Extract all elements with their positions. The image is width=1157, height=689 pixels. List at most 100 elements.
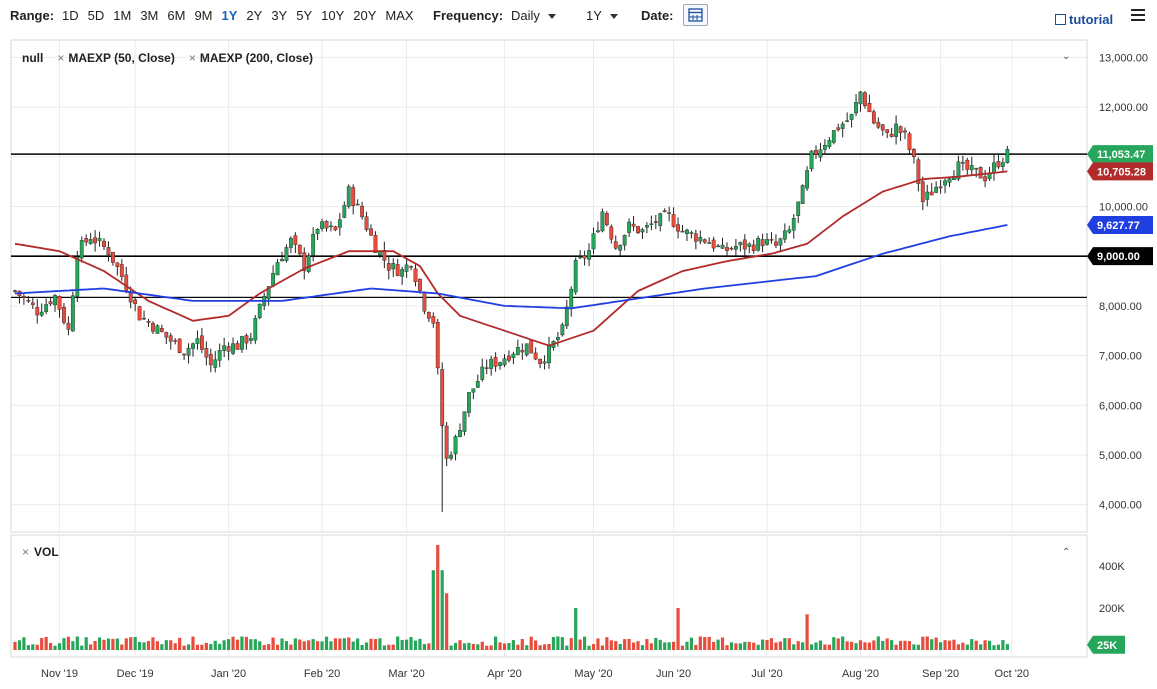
candle-body — [529, 340, 534, 354]
chevron-down-icon[interactable]: ⌄ — [1062, 51, 1071, 62]
candle-body — [226, 346, 231, 352]
range-button-2y[interactable]: 2Y — [246, 8, 263, 23]
volume-bar — [783, 638, 787, 650]
range-button-10y[interactable]: 10Y — [321, 8, 345, 23]
volume-bar — [22, 637, 26, 650]
range-button-6m[interactable]: 6M — [167, 8, 186, 23]
volume-tick-label: 200K — [1099, 603, 1125, 615]
candle-body — [903, 130, 907, 133]
range-button-max[interactable]: MAX — [385, 8, 414, 23]
candle-body — [22, 296, 26, 298]
candle-body — [110, 251, 115, 263]
candle-body — [983, 176, 988, 182]
volume-bar — [939, 642, 943, 650]
volume-bar — [587, 645, 591, 650]
volume-bar — [182, 645, 186, 650]
range-button-5d[interactable]: 5D — [87, 8, 105, 23]
volume-bar — [40, 638, 44, 650]
candle-body — [507, 355, 511, 361]
range-button-20y[interactable]: 20Y — [353, 8, 377, 23]
candle-body — [613, 241, 618, 249]
volume-bar — [146, 641, 151, 650]
volume-bar — [405, 639, 409, 650]
candle-body — [458, 430, 462, 437]
candle-body — [231, 343, 235, 354]
frequency-select[interactable]: Daily — [511, 8, 556, 23]
volume-bar — [436, 545, 440, 650]
range-button-3y[interactable]: 3Y — [271, 8, 288, 23]
price-tag-label: 9,000.00 — [1097, 251, 1140, 263]
volume-bar — [329, 641, 333, 650]
volume-bar — [453, 642, 458, 650]
close-icon[interactable]: × — [188, 51, 196, 65]
volume-bar — [66, 636, 70, 650]
volume-bar — [765, 639, 769, 650]
volume-bar — [373, 639, 378, 650]
candle-body — [369, 228, 373, 236]
volume-bar — [458, 640, 462, 650]
volume-bar — [324, 636, 329, 650]
volume-bar — [124, 638, 128, 650]
candle-body — [217, 350, 222, 361]
period-select[interactable]: 1Y — [586, 8, 618, 23]
volume-bar — [511, 640, 515, 650]
candle-body — [351, 187, 356, 206]
range-button-1m[interactable]: 1M — [113, 8, 132, 23]
close-icon[interactable]: × — [22, 545, 30, 559]
candle-body — [128, 292, 133, 303]
volume-bar — [689, 637, 693, 650]
candle-body — [391, 263, 396, 270]
volume-bar — [249, 639, 253, 650]
menu-icon[interactable] — [1131, 9, 1145, 23]
candle-body — [355, 203, 360, 206]
candle-body — [26, 300, 31, 302]
axes: 13,000.0012,000.0011,000.0010,000.009,00… — [41, 52, 1148, 680]
range-button-3m[interactable]: 3M — [140, 8, 159, 23]
candle-body — [155, 325, 160, 334]
candle-body — [965, 159, 970, 170]
candle-body — [35, 307, 40, 316]
volume-bar — [440, 570, 444, 650]
range-button-5y[interactable]: 5Y — [296, 8, 313, 23]
candle-body — [1001, 162, 1005, 167]
volume-bar — [894, 644, 898, 650]
candle-body — [925, 191, 930, 200]
volume-bar — [369, 638, 373, 650]
range-button-1d[interactable]: 1D — [62, 8, 79, 23]
candle-body — [444, 425, 449, 459]
tutorial-link[interactable]: tutorial — [1055, 12, 1113, 27]
candle-body — [800, 185, 805, 204]
volume-bar — [178, 637, 182, 650]
candle-body — [208, 354, 213, 366]
volume-tag-label: 25K — [1097, 640, 1117, 652]
candle-body — [622, 235, 627, 246]
volume-bar — [712, 641, 716, 650]
range-button-9m[interactable]: 9M — [194, 8, 213, 23]
volume-bar — [649, 643, 653, 650]
candle-body — [515, 347, 520, 355]
candle-body — [106, 247, 111, 256]
price-tag-label: 11,053.47 — [1097, 149, 1145, 161]
chevron-down-icon — [609, 14, 618, 20]
volume-bar — [138, 641, 142, 650]
range-button-1y[interactable]: 1Y — [221, 8, 238, 23]
candle-body — [333, 226, 338, 231]
volume-bar — [618, 644, 622, 650]
candle-body — [711, 239, 716, 249]
candle-body — [524, 343, 529, 356]
volume-bar — [623, 639, 627, 650]
chevron-up-icon[interactable]: ⌃ — [1062, 547, 1071, 558]
y-tick-label: 4,000.00 — [1099, 500, 1142, 512]
volume-bar — [213, 640, 217, 650]
candle-body — [62, 306, 66, 323]
volume-bar — [947, 640, 952, 650]
candle-body — [173, 340, 178, 342]
candle-body — [493, 357, 498, 367]
volume-bar — [858, 640, 863, 650]
close-icon[interactable]: × — [57, 51, 65, 65]
candle-body — [289, 238, 293, 248]
calendar-icon — [688, 8, 703, 22]
date-picker-button[interactable] — [683, 4, 708, 26]
volume-bar — [912, 644, 916, 650]
